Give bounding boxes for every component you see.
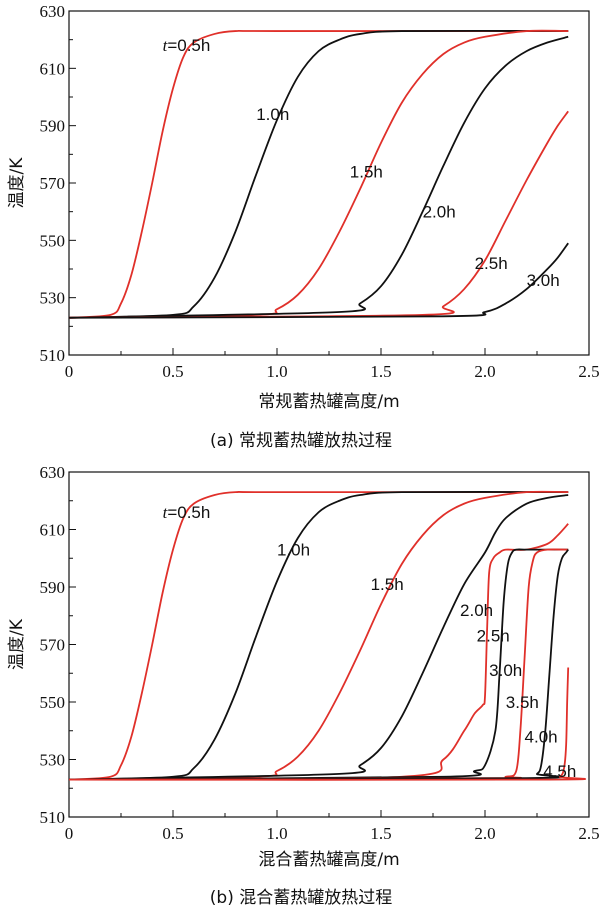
series-line-4-0h <box>68 549 569 781</box>
series-line-1-0h <box>68 29 569 319</box>
x-tick-label: 0.5 <box>162 824 183 843</box>
x-tick-label: 1.0 <box>266 824 287 843</box>
curve-label: t=0.5h <box>163 36 211 55</box>
curve-label: 2.5h <box>475 254 508 273</box>
y-tick-label: 570 <box>40 174 66 193</box>
curve-label: t=0.5h <box>163 503 211 522</box>
x-tick-labels: 0 0.5 1.0 1.5 2.0 2.5 <box>65 362 600 381</box>
y-tick-label: 590 <box>40 117 66 136</box>
curve-label: 1.0h <box>256 105 289 124</box>
series-line-t0-5h <box>68 491 569 781</box>
x-tick-label: 1.5 <box>370 362 391 381</box>
series-line-2-0h <box>68 494 569 781</box>
series-line-2-0h <box>68 35 569 319</box>
series-line-2-5h <box>68 110 569 319</box>
series-line-1-5h <box>68 29 569 319</box>
x-axis-label: 常规蓄热罐高度/m <box>258 392 399 412</box>
y-axis-label: 温度/K <box>7 618 27 670</box>
tick-marks <box>68 471 590 818</box>
y-tick-label: 510 <box>40 808 66 827</box>
plot-frame <box>68 471 590 818</box>
x-tick-label: 1.0 <box>266 362 287 381</box>
series-group <box>68 29 569 319</box>
curve-label: 3.0h <box>489 661 522 680</box>
series-line-1-0h <box>68 491 569 781</box>
x-tick-label: 0 <box>65 824 74 843</box>
curve-label: 4.5h <box>543 762 576 781</box>
chart-panel-a: 0 0.5 1.0 1.5 2.0 2.5 510 530 550 570 590 610 630 t… <box>7 2 600 451</box>
series-line-1-5h <box>68 490 569 781</box>
y-tick-label: 610 <box>40 59 66 78</box>
y-tick-label: 630 <box>40 2 66 21</box>
curve-label: 1.0h <box>277 540 310 559</box>
y-tick-label: 570 <box>40 636 66 655</box>
x-tick-labels: 0 0.5 1.0 1.5 2.0 2.5 <box>65 824 600 843</box>
caption-b: (b) 混合蓄热罐放热过程 <box>210 888 392 908</box>
x-tick-label: 2.0 <box>474 362 495 381</box>
y-tick-label: 610 <box>40 521 66 540</box>
y-tick-label: 510 <box>40 346 66 365</box>
curve-label: 4.0h <box>525 727 558 746</box>
y-tick-label: 550 <box>40 693 66 712</box>
y-tick-label: 630 <box>40 463 66 482</box>
x-tick-label: 2.5 <box>578 824 599 843</box>
y-tick-labels: 510 530 550 570 590 610 630 <box>40 2 66 365</box>
y-tick-label: 550 <box>40 231 66 250</box>
series-line-t0-5h <box>68 29 569 319</box>
curve-label: 3.0h <box>527 271 560 290</box>
x-tick-label: 0 <box>65 362 74 381</box>
chart-panel-b: 0 0.5 1.0 1.5 2.0 2.5 510 530 550 570 590 610 630 t… <box>7 463 600 908</box>
tick-marks <box>68 10 590 356</box>
series-group <box>68 490 587 781</box>
series-line-3-0h <box>68 242 569 319</box>
x-tick-label: 0.5 <box>162 362 183 381</box>
y-tick-label: 590 <box>40 578 66 597</box>
curve-label: 2.0h <box>460 601 493 620</box>
series-line-4-5h <box>68 667 587 781</box>
series-line-3-0h <box>68 548 569 781</box>
y-axis-label: 温度/K <box>7 157 27 209</box>
x-tick-label: 2.5 <box>578 362 599 381</box>
x-tick-label: 2.0 <box>474 824 495 843</box>
x-tick-label: 1.5 <box>370 824 391 843</box>
curve-label: 2.0h <box>423 202 456 221</box>
y-tick-label: 530 <box>40 289 66 308</box>
curve-label: 1.5h <box>371 575 404 594</box>
y-tick-labels: 510 530 550 570 590 610 630 <box>40 463 66 827</box>
curve-label: 1.5h <box>350 162 383 181</box>
y-tick-label: 530 <box>40 751 66 770</box>
curve-label: 2.5h <box>477 627 510 646</box>
curve-label: 3.5h <box>506 693 539 712</box>
caption-a: (a) 常规蓄热罐放热过程 <box>210 431 392 451</box>
x-axis-label: 混合蓄热罐高度/m <box>258 850 399 870</box>
curve-labels: t=0.5h 1.0h 1.5h 2.0h 2.5h 3.0h 3.5h 4.0h 4.5h <box>163 503 577 781</box>
plot-frame <box>68 10 590 356</box>
curve-labels: t=0.5h 1.0h 1.5h 2.0h 2.5h 3.0h <box>163 36 560 290</box>
